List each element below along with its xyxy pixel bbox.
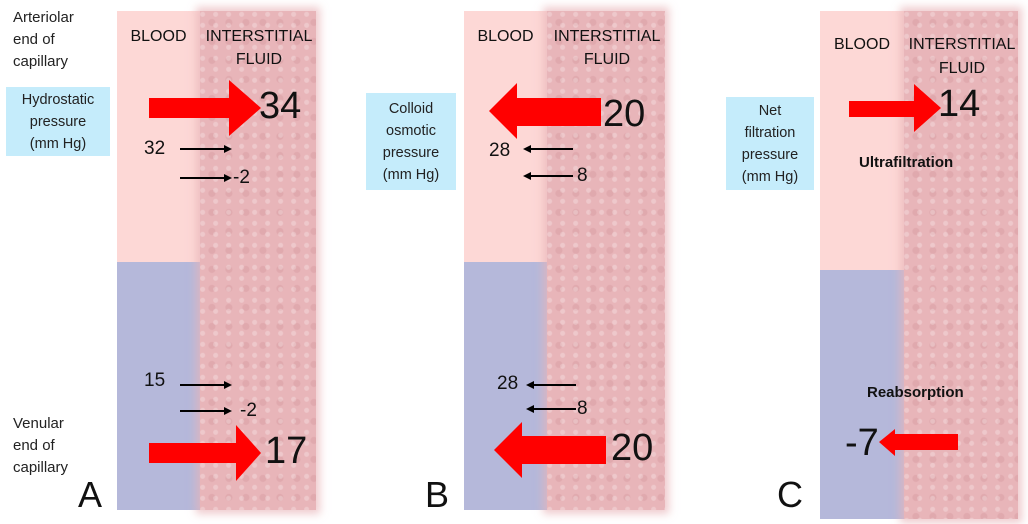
small-arrow-left-icon <box>523 172 573 180</box>
interstitial-fluid-column <box>200 11 316 510</box>
net-value: 14 <box>938 83 981 125</box>
component-value: 15 <box>144 370 166 391</box>
colloid-osmotic-pressure-box: Colloid osmotic pressure (mm Hg) <box>366 93 456 190</box>
arterial-blood-column <box>820 11 904 270</box>
big-arrow-left-icon <box>879 429 958 456</box>
net-value: -7 <box>845 422 879 464</box>
big-arrow-left-icon <box>489 83 601 139</box>
interstitial-fluid-column <box>547 11 665 510</box>
reabsorption-label: Reabsorption <box>867 384 964 401</box>
interstitial-label-line2: FLUID <box>235 51 283 68</box>
hydrostatic-pressure-box: Hydrostatic pressure (mm Hg) <box>6 87 110 156</box>
component-value: -2 <box>240 400 257 421</box>
net-value: 20 <box>611 427 654 469</box>
small-arrow-left-icon <box>526 381 576 389</box>
small-arrow-right-icon <box>180 145 232 153</box>
interstitial-label-line2: FLUID <box>938 60 986 77</box>
interstitial-label-line1: INTERSTITIAL <box>205 28 313 45</box>
big-arrow-right-icon <box>149 80 261 136</box>
net-filtration-pressure-box: Net filtration pressure (mm Hg) <box>726 97 814 190</box>
small-arrow-left-icon <box>523 145 573 153</box>
net-value: 17 <box>265 430 308 472</box>
panel-letter: B <box>425 474 450 515</box>
component-value: 32 <box>144 138 166 159</box>
panel-letter: C <box>777 474 803 515</box>
blood-label: BLOOD <box>833 36 890 53</box>
net-value: 20 <box>603 93 646 135</box>
component-value: 8 <box>577 398 588 419</box>
arterial-blood-column <box>464 11 547 262</box>
arterial-blood-column <box>117 11 200 262</box>
small-arrow-right-icon <box>180 407 232 415</box>
big-arrow-right-icon <box>149 425 261 481</box>
small-arrow-left-icon <box>526 405 576 413</box>
venous-blood-column <box>820 270 904 519</box>
blood-label: BLOOD <box>130 28 187 45</box>
big-arrow-left-icon <box>494 422 606 478</box>
big-arrow-right-icon <box>849 84 941 132</box>
component-value: 28 <box>489 140 511 161</box>
small-arrow-right-icon <box>180 174 232 182</box>
ultrafiltration-label: Ultrafiltration <box>859 154 954 171</box>
component-value: 28 <box>497 373 519 394</box>
interstitial-label-line1: INTERSTITIAL <box>908 36 1016 53</box>
interstitial-label-line1: INTERSTITIAL <box>553 28 661 45</box>
small-arrow-right-icon <box>180 381 232 389</box>
component-value: 8 <box>577 165 588 186</box>
component-value: -2 <box>233 167 250 188</box>
net-value: 34 <box>259 85 302 127</box>
arteriolar-end-label: Arteriolar end of capillary <box>13 9 74 70</box>
venular-end-label: Venular end of capillary <box>13 415 69 476</box>
interstitial-label-line2: FLUID <box>583 51 631 68</box>
panel-letter: A <box>78 474 103 515</box>
blood-label: BLOOD <box>477 28 534 45</box>
